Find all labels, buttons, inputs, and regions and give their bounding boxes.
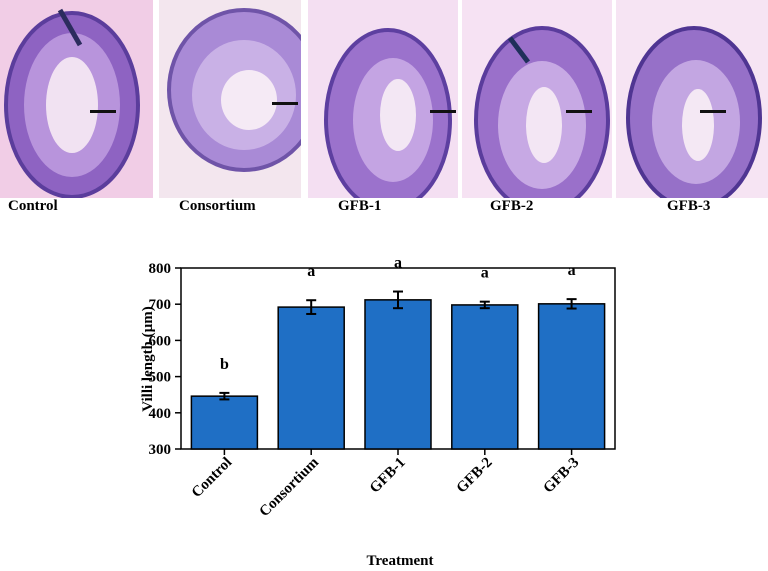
y-tick-label: 700 — [149, 297, 172, 313]
significance-letter: a — [394, 255, 402, 272]
bar-gfb-2 — [451, 304, 519, 450]
micrograph-gfb-2 — [462, 0, 612, 198]
micrograph-consortium — [159, 0, 301, 198]
micrograph-gfb-3 — [616, 0, 768, 198]
x-tick-label: GFB-2 — [454, 455, 496, 497]
x-tick-label: GFB-1 — [367, 455, 409, 497]
villi-length-bar-chart: 300 400 500 600 700 800 b Control a Consortium a GF… — [140, 255, 616, 569]
bar-gfb-1 — [364, 299, 432, 450]
micrograph-gfb-2-image — [462, 0, 612, 198]
y-tick-label: 600 — [149, 333, 172, 349]
panel-label-control: Control — [8, 198, 58, 214]
micrograph-control-image — [0, 0, 153, 198]
micrograph-gfb-1 — [308, 0, 458, 198]
chart-bars — [190, 290, 606, 450]
micrograph-gfb-3-image — [616, 0, 768, 198]
bar-consortium — [277, 306, 345, 450]
x-tick-label: Consortium — [256, 454, 322, 520]
x-axis-label: Treatment — [367, 553, 434, 569]
micrograph-control — [0, 0, 153, 198]
panel-label-gfb-3: GFB-3 — [667, 198, 711, 214]
significance-letter: a — [568, 262, 576, 279]
significance-letter: b — [220, 356, 229, 373]
y-tick-label: 500 — [149, 370, 172, 386]
panel-label-gfb-2: GFB-2 — [490, 198, 534, 214]
x-tick-label: GFB-3 — [540, 455, 582, 497]
panel-label-consortium: Consortium — [179, 198, 256, 214]
y-axis-label: Villi length (µm) — [140, 306, 156, 412]
significance-letter: a — [307, 263, 315, 280]
bar-control — [190, 395, 259, 450]
bar-gfb-3 — [537, 303, 606, 450]
significance-letter: a — [481, 265, 489, 282]
y-tick-label: 800 — [149, 261, 172, 277]
y-tick-label: 300 — [149, 442, 172, 458]
x-tick-label: Control — [189, 455, 235, 501]
micrograph-consortium-image — [159, 0, 301, 198]
micrograph-gfb-1-image — [308, 0, 458, 198]
y-tick-label: 400 — [149, 406, 172, 422]
panel-label-gfb-1: GFB-1 — [338, 198, 382, 214]
